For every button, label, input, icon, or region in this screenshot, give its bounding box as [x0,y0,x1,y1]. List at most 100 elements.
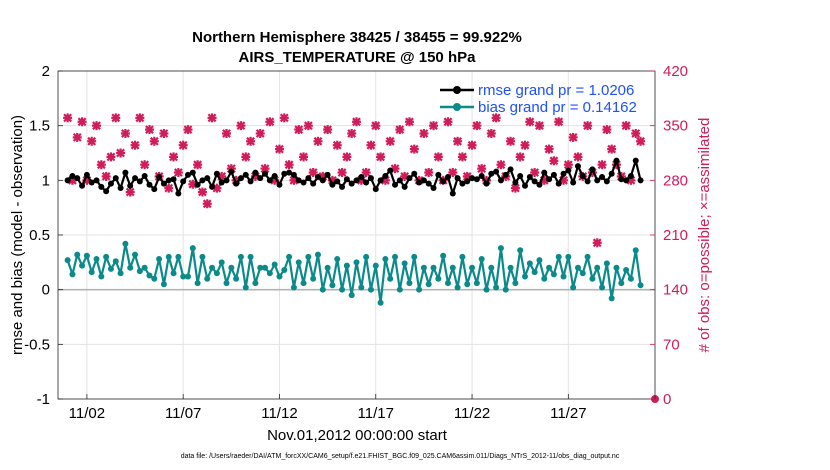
rmse-data-point [425,180,432,187]
rmse-data-point [483,180,490,187]
rmse-data-point [392,181,399,188]
x-tick-label: 11/22 [454,405,490,422]
y2-tick-label: 280 [663,172,688,189]
rmse-data-point [79,182,86,189]
bias-data-point [536,257,543,264]
rmse-data-point [257,175,264,182]
bias-data-point [608,295,615,302]
bias-data-point [363,253,370,260]
bias-data-point [454,284,461,291]
bias-data-point [517,247,524,254]
obs-assimilated-marker [371,121,381,131]
obs-assimilated-marker [472,121,482,131]
obs-assimilated-marker [193,160,203,170]
obs-assimilated-marker [178,140,188,150]
bias-data-point [526,260,533,267]
rmse-data-point [64,177,71,184]
bias-data-point [444,280,451,287]
rmse-data-point [589,166,596,173]
bias-data-point [98,273,105,280]
rmse-data-point [618,176,625,183]
bias-data-point [637,282,644,289]
bias-data-point [209,264,216,271]
obs-assimilated-marker [183,125,193,135]
obs-assimilated-marker [279,113,289,123]
y-tick-label: 2 [42,63,50,80]
bias-data-point [218,259,225,266]
rmse-data-point [343,176,350,183]
bias-data-point [151,275,158,282]
obs-assimilated-marker [592,238,602,248]
rmse-data-point [305,175,312,182]
obs-assimilated-marker [621,121,631,131]
bias-data-point [469,264,476,271]
obs-assimilated-marker [265,117,275,127]
bias-data-point [459,253,466,260]
obs-assimilated-marker [453,136,463,146]
obs-assimilated-marker [583,121,593,131]
rmse-data-point [189,169,196,176]
rmse-data-point [262,170,269,177]
bias-data-point [411,253,418,260]
x-axis-label: Nov.01,2012 00:00:00 start [267,427,448,444]
rmse-data-point [541,169,548,176]
obs-assimilated-marker [159,128,169,138]
rmse-data-point [382,172,389,179]
legend-bias-label: bias grand pr = 0.14162 [478,99,637,116]
x-tick-label: 11/07 [165,405,201,422]
y-tick-label: 1 [42,172,50,189]
bias-data-point [440,252,447,259]
bias-data-point [64,257,71,264]
y-tick-label: -1 [37,391,50,408]
obs-assimilated-marker [120,128,130,138]
obs-assimilated-marker [77,117,87,127]
rmse-data-point [372,186,379,193]
obs-assimilated-marker [337,168,347,178]
rmse-data-point [603,178,610,185]
rmse-data-point [271,172,278,179]
obs-assimilated-marker [496,160,506,170]
bias-data-point [262,264,269,271]
bias-data-point [570,284,577,291]
obs-assimilated-marker [294,125,304,135]
bias-data-point [310,275,317,282]
obs-assimilated-marker [202,199,212,209]
x-axis: 11/02 11/07 11/12 11/17 11/22 11/27 [69,394,587,422]
bias-data-point [223,280,230,287]
obs-assimilated-marker [246,136,256,146]
bias-data-point [184,273,191,280]
rmse-data-point [387,167,394,174]
rmse-data-point [319,177,326,184]
rmse-data-point [112,175,119,182]
bias-data-point [93,256,100,263]
rmse-data-point [252,169,259,176]
rmse-data-point [396,177,403,184]
bias-data-point [632,247,639,254]
bias-data-point [117,270,124,277]
bias-data-point [107,265,114,272]
obs-assimilated-marker [106,152,116,162]
bias-data-point [122,240,129,247]
y-tick-label: 0 [42,282,50,299]
obs-assimilated-marker [568,132,578,142]
bias-data-point [132,251,139,258]
rmse-data-point [353,177,360,184]
obs-assimilated-marker [197,187,207,197]
rmse-data-point [204,175,211,182]
rmse-data-point [584,178,591,185]
rmse-data-point [550,171,557,178]
y2-tick-label: 350 [663,118,688,135]
bias-data-point [156,256,163,263]
bias-data-point [194,280,201,287]
rmse-data-point [348,180,355,187]
obs-assimilated-marker [101,171,111,181]
rmse-data-point [637,177,644,184]
rmse-data-point [69,172,76,179]
obs-assimilated-marker [361,168,371,178]
y-tick-label: 1.5 [29,118,50,135]
rmse-data-point [175,190,182,197]
rmse-data-point [411,170,418,177]
rmse-data-point [613,157,620,164]
rmse-data-point [83,171,90,178]
rmse-data-point [377,177,384,184]
